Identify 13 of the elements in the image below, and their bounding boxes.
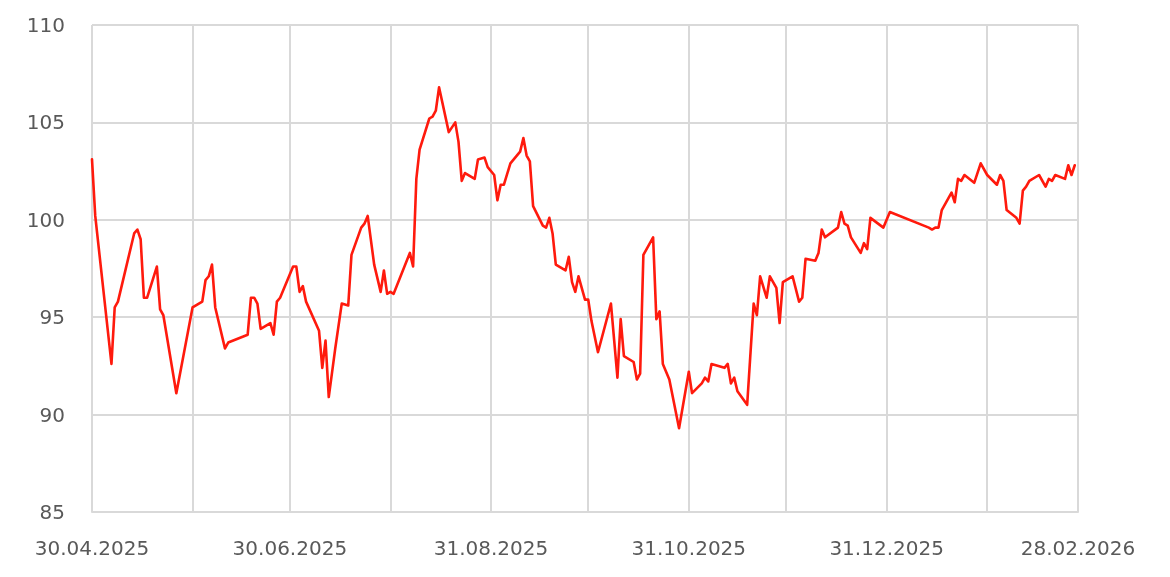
x-tick-label: 31.12.2025 [829, 536, 944, 560]
x-tick-label: 30.04.2025 [34, 536, 150, 560]
line-series [90, 86, 1077, 430]
y-tick-label: 90 [39, 402, 65, 427]
y-tick-label: 110 [26, 13, 65, 37]
y-tick-label: 95 [39, 305, 65, 330]
y-tick-label: 100 [26, 207, 65, 232]
x-tick-label: 30.06.2025 [232, 536, 348, 560]
x-tick-label: 31.08.2025 [433, 536, 549, 560]
y-tick-label: 85 [39, 500, 65, 524]
x-tick-label: 31.10.2025 [631, 536, 747, 560]
x-tick-label: 28.02.2026 [1020, 536, 1136, 560]
y-tick-label: 105 [26, 110, 65, 135]
